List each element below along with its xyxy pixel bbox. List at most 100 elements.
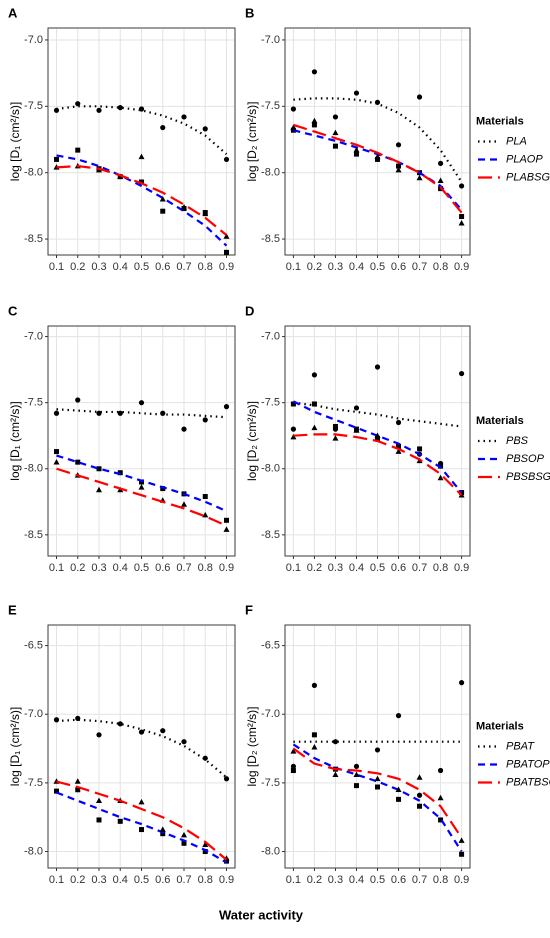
point — [75, 147, 81, 153]
x-tick-label: 0.6 — [155, 874, 170, 886]
point — [311, 122, 317, 128]
point — [202, 126, 208, 132]
point — [138, 106, 145, 112]
x-tick-label: 0.7 — [412, 261, 427, 273]
fit-line — [56, 105, 228, 155]
x-tick-label: 0.5 — [370, 261, 385, 273]
x-tick-label: 0.5 — [134, 562, 149, 574]
y-tick-label: -7.0 — [24, 708, 43, 720]
x-tick-label: 0.9 — [219, 874, 234, 886]
x-tick-label: 0.7 — [176, 261, 191, 273]
x-tick-label: 0.6 — [391, 261, 406, 273]
point — [332, 435, 339, 441]
x-tick-label: 0.4 — [349, 261, 364, 273]
point — [202, 755, 208, 761]
point — [438, 463, 444, 469]
point — [332, 129, 339, 136]
point — [395, 786, 402, 793]
point — [416, 174, 423, 181]
point — [224, 517, 229, 523]
fit-line — [56, 467, 227, 527]
point — [290, 433, 297, 440]
point — [139, 827, 144, 833]
legend-label: PBS — [506, 435, 529, 447]
fit-line — [56, 780, 228, 861]
x-tick-label: 0.5 — [370, 562, 385, 574]
point — [159, 196, 166, 202]
y-tick-label: -7.5 — [24, 100, 43, 112]
point — [96, 410, 102, 416]
point — [311, 401, 317, 407]
y-tick-label: -7.5 — [261, 100, 280, 112]
y-tick-label: -6.5 — [24, 639, 43, 651]
point — [332, 771, 339, 777]
point — [332, 423, 338, 429]
y-tick-label: -7.0 — [24, 330, 43, 342]
x-tick-label: 0.8 — [198, 562, 213, 574]
fit-line — [292, 743, 463, 853]
y-tick-label: -7.5 — [261, 397, 280, 409]
point — [374, 432, 381, 439]
plot-border — [284, 27, 471, 256]
x-tick-label: 0.1 — [49, 261, 64, 273]
x-tick-label: 0.3 — [91, 261, 106, 273]
x-tick-label: 0.4 — [349, 874, 364, 886]
point — [311, 69, 318, 75]
point — [417, 446, 423, 452]
point — [202, 849, 208, 855]
point — [290, 763, 297, 770]
point — [181, 840, 187, 846]
point — [458, 370, 465, 377]
point — [374, 364, 381, 370]
point — [459, 851, 465, 857]
x-tick-label: 0.4 — [113, 562, 128, 574]
x-tick-label: 0.3 — [328, 261, 343, 273]
x-tick-label: 0.1 — [49, 874, 64, 886]
x-tick-label: 0.1 — [286, 874, 301, 886]
plot-border — [47, 325, 236, 557]
point — [395, 142, 402, 148]
point — [223, 404, 230, 410]
y-tick-label: -6.5 — [261, 639, 280, 651]
point — [96, 486, 102, 493]
point — [416, 774, 423, 780]
point — [375, 784, 380, 790]
point — [96, 817, 102, 823]
point — [417, 803, 423, 809]
point — [396, 796, 402, 802]
point — [96, 732, 102, 738]
point — [160, 486, 166, 492]
x-tick-label: 0.7 — [176, 562, 191, 574]
point — [202, 210, 209, 217]
fit-line — [293, 433, 463, 496]
x-tick-label: 0.9 — [219, 562, 234, 574]
point — [117, 818, 123, 824]
point — [223, 156, 230, 163]
x-tick-label: 0.7 — [412, 874, 427, 886]
point — [353, 763, 360, 770]
point — [54, 449, 59, 455]
point — [139, 179, 144, 185]
x-tick-label: 0.8 — [198, 874, 213, 886]
fit-line — [56, 408, 227, 419]
legend-label: PBATOP — [506, 758, 550, 770]
panel-label: F — [245, 602, 253, 617]
point — [160, 728, 166, 734]
legend-title: Materials — [476, 115, 524, 127]
x-tick-label: 0.1 — [49, 562, 64, 574]
x-tick-label: 0.2 — [307, 562, 322, 574]
point — [160, 124, 166, 131]
point — [138, 400, 145, 406]
point — [117, 105, 123, 111]
point — [290, 768, 296, 774]
fit-line — [293, 401, 462, 428]
x-tick-label: 0.7 — [412, 562, 427, 574]
point — [159, 826, 166, 832]
point — [375, 435, 380, 441]
point — [395, 448, 402, 454]
panel-label: A — [8, 5, 18, 20]
x-tick-label: 0.1 — [286, 562, 301, 574]
x-tick-label: 0.9 — [454, 874, 469, 886]
fit-line — [292, 747, 463, 839]
